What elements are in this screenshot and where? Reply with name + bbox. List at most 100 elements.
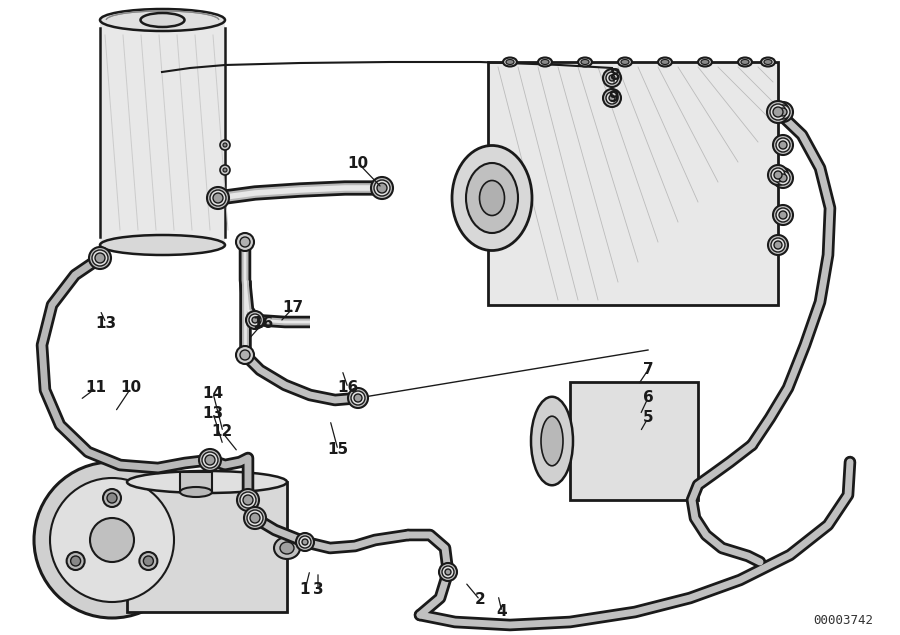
Circle shape xyxy=(377,183,387,193)
Ellipse shape xyxy=(578,58,592,67)
Circle shape xyxy=(609,75,615,81)
Circle shape xyxy=(768,235,788,255)
Ellipse shape xyxy=(274,537,300,559)
Bar xyxy=(100,20,225,245)
Ellipse shape xyxy=(541,416,563,466)
Text: 6: 6 xyxy=(643,391,653,406)
Circle shape xyxy=(770,104,786,120)
Circle shape xyxy=(246,311,264,329)
Circle shape xyxy=(89,247,111,269)
Text: 14: 14 xyxy=(202,385,223,401)
Ellipse shape xyxy=(761,58,775,67)
Circle shape xyxy=(771,168,785,182)
Ellipse shape xyxy=(127,471,287,493)
Text: 13: 13 xyxy=(95,316,117,330)
Circle shape xyxy=(103,489,121,507)
Text: 2: 2 xyxy=(474,592,485,608)
Circle shape xyxy=(773,102,793,122)
Circle shape xyxy=(776,105,790,119)
Ellipse shape xyxy=(698,58,712,67)
Circle shape xyxy=(348,388,368,408)
Circle shape xyxy=(779,108,787,116)
Circle shape xyxy=(774,171,782,179)
Text: 7: 7 xyxy=(643,363,653,377)
Text: 15: 15 xyxy=(328,443,348,457)
Circle shape xyxy=(603,89,621,107)
Text: 17: 17 xyxy=(283,300,303,316)
Circle shape xyxy=(95,253,105,263)
Text: 8: 8 xyxy=(608,67,619,83)
Circle shape xyxy=(776,171,790,185)
Text: 5: 5 xyxy=(643,410,653,425)
Circle shape xyxy=(779,211,787,219)
Circle shape xyxy=(439,563,457,581)
Text: 3: 3 xyxy=(312,582,323,598)
Circle shape xyxy=(240,350,250,360)
Circle shape xyxy=(442,566,454,578)
Text: 00003742: 00003742 xyxy=(813,613,873,627)
Circle shape xyxy=(220,165,230,175)
Circle shape xyxy=(249,314,261,326)
Ellipse shape xyxy=(741,60,749,65)
Circle shape xyxy=(140,552,158,570)
Circle shape xyxy=(771,238,785,252)
Text: 16: 16 xyxy=(252,316,274,330)
Circle shape xyxy=(199,449,221,471)
Ellipse shape xyxy=(480,180,505,215)
Circle shape xyxy=(354,394,362,402)
Bar xyxy=(488,62,778,305)
Circle shape xyxy=(776,138,790,152)
Circle shape xyxy=(34,462,190,618)
Ellipse shape xyxy=(538,58,552,67)
Circle shape xyxy=(779,141,787,149)
Circle shape xyxy=(202,452,218,468)
Text: 11: 11 xyxy=(86,380,106,396)
Circle shape xyxy=(609,95,615,101)
Circle shape xyxy=(252,317,258,323)
Circle shape xyxy=(603,69,621,87)
Circle shape xyxy=(205,455,215,465)
Text: 10: 10 xyxy=(121,380,141,396)
Circle shape xyxy=(70,556,81,566)
Circle shape xyxy=(773,107,783,117)
Text: 4: 4 xyxy=(497,605,508,620)
Circle shape xyxy=(240,237,250,247)
Circle shape xyxy=(223,168,227,172)
Circle shape xyxy=(773,168,793,188)
Circle shape xyxy=(296,533,314,551)
Ellipse shape xyxy=(738,58,752,67)
Circle shape xyxy=(767,101,789,123)
Bar xyxy=(180,472,212,492)
Circle shape xyxy=(302,539,308,545)
Circle shape xyxy=(776,208,790,222)
Circle shape xyxy=(237,489,259,511)
Ellipse shape xyxy=(581,60,589,65)
Ellipse shape xyxy=(506,60,514,65)
Circle shape xyxy=(92,250,108,266)
Text: 1: 1 xyxy=(300,582,310,598)
Text: 10: 10 xyxy=(347,156,369,171)
Ellipse shape xyxy=(503,58,517,67)
Circle shape xyxy=(244,507,266,529)
Circle shape xyxy=(240,492,256,508)
Circle shape xyxy=(606,92,618,104)
Ellipse shape xyxy=(100,235,225,255)
Circle shape xyxy=(220,140,230,150)
Ellipse shape xyxy=(618,58,632,67)
Circle shape xyxy=(213,193,223,203)
Circle shape xyxy=(90,518,134,562)
Text: 12: 12 xyxy=(212,425,232,439)
Circle shape xyxy=(299,536,311,548)
Text: 13: 13 xyxy=(202,406,223,420)
Circle shape xyxy=(236,233,254,251)
Ellipse shape xyxy=(280,542,294,554)
Circle shape xyxy=(606,72,618,84)
Bar xyxy=(127,482,287,612)
Circle shape xyxy=(445,569,451,575)
Ellipse shape xyxy=(701,60,709,65)
Bar xyxy=(570,382,698,500)
Ellipse shape xyxy=(466,163,518,233)
Circle shape xyxy=(143,556,153,566)
Ellipse shape xyxy=(180,487,212,497)
Circle shape xyxy=(207,187,229,209)
